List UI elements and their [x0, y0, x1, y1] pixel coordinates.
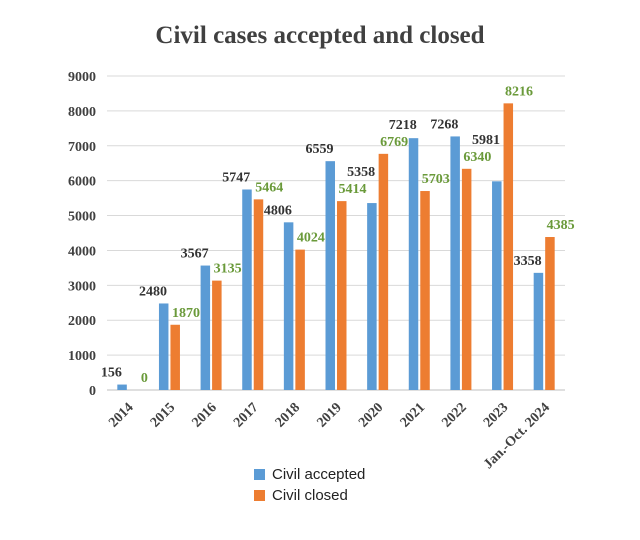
legend-swatch-closed: [254, 490, 265, 501]
data-label-accepted: 3567: [181, 247, 209, 262]
data-label-closed: 6340: [463, 150, 491, 165]
data-label-accepted: 5981: [472, 133, 500, 148]
y-tick-label: 4000: [68, 244, 96, 259]
x-tick-label: 2022: [439, 400, 469, 430]
bar-accepted: [117, 384, 127, 390]
data-label-closed: 4385: [547, 218, 575, 233]
bar-accepted: [408, 138, 419, 390]
bar-closed: [337, 201, 347, 390]
x-tick-label: 2016: [190, 400, 220, 430]
data-label-accepted: 3358: [514, 254, 542, 269]
legend-swatch-accepted: [254, 469, 265, 480]
bar-accepted: [200, 265, 211, 390]
data-label-closed: 5464: [255, 180, 283, 195]
data-label-accepted: 156: [101, 366, 122, 381]
data-label-accepted: 4806: [264, 203, 292, 218]
data-label-accepted: 5747: [222, 170, 250, 185]
y-tick-label: 5000: [68, 210, 96, 225]
data-label-closed: 5414: [339, 182, 367, 197]
y-tick-label: 3000: [68, 279, 96, 294]
data-label-closed: 0: [141, 371, 148, 386]
y-tick-label: 6000: [68, 175, 96, 190]
y-tick-label: 8000: [68, 105, 96, 120]
bar-accepted: [325, 161, 335, 390]
bar-closed: [461, 168, 472, 390]
legend-label-closed: Civil closed: [272, 487, 348, 504]
y-tick-label: 7000: [68, 140, 96, 155]
x-tick-label: 2021: [398, 400, 428, 430]
data-label-accepted: 7218: [389, 118, 417, 133]
bar-accepted: [450, 136, 460, 390]
data-label-accepted: 7268: [430, 117, 458, 132]
x-tick-label: 2023: [481, 400, 511, 430]
bar-accepted: [158, 303, 169, 390]
x-tick-label: 2017: [231, 400, 261, 430]
legend-label-accepted: Civil accepted: [272, 466, 366, 483]
x-tick-label: 2018: [273, 400, 303, 430]
y-tick-label: 2000: [68, 314, 96, 329]
bar-closed: [420, 191, 430, 390]
bar-closed: [545, 237, 555, 390]
x-tick-label: 2020: [356, 400, 386, 430]
bar-closed: [378, 153, 389, 390]
bar-accepted: [492, 181, 502, 390]
bar-accepted: [367, 203, 377, 390]
bar-accepted: [242, 189, 252, 390]
y-tick-label: 0: [89, 384, 96, 399]
y-tick-label: 9000: [68, 70, 96, 85]
legend-item-closed: Civil closed: [254, 485, 365, 506]
data-label-accepted: 5358: [347, 165, 375, 180]
bar-accepted: [533, 272, 544, 390]
data-label-closed: 4024: [297, 231, 325, 246]
legend-item-accepted: Civil accepted: [254, 464, 365, 485]
x-tick-label: 2014: [106, 400, 136, 430]
bar-closed: [503, 103, 514, 390]
data-label-closed: 3135: [214, 262, 242, 277]
data-label-closed: 5703: [422, 172, 450, 187]
data-label-accepted: 6559: [306, 142, 334, 157]
y-tick-label: 1000: [68, 349, 96, 364]
legend: Civil accepted Civil closed: [254, 464, 365, 506]
x-tick-label: 2015: [148, 400, 178, 430]
data-label-closed: 8216: [505, 84, 533, 99]
bar-closed: [253, 199, 264, 390]
bar-closed: [212, 280, 222, 390]
bar-closed: [295, 249, 305, 390]
bar-accepted: [283, 222, 294, 390]
data-label-closed: 1870: [172, 306, 200, 321]
chart-title: Civil cases accepted and closed: [155, 22, 485, 49]
x-tick-label: 2019: [314, 400, 344, 430]
data-label-accepted: 2480: [139, 284, 167, 299]
bar-closed: [170, 324, 180, 390]
data-label-closed: 6769: [380, 135, 408, 150]
